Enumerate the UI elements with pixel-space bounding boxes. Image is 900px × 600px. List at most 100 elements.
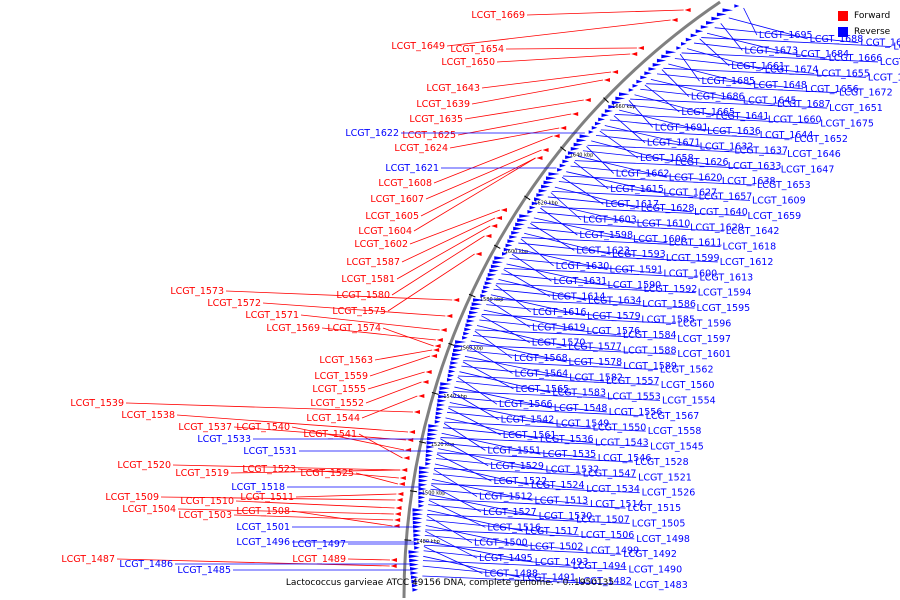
reverse-gene-glyph — [490, 264, 501, 269]
gene-label: LCGT_1607 — [370, 194, 424, 205]
gene-leader-line — [550, 192, 582, 220]
forward-gene-glyph — [413, 410, 420, 414]
reverse-gene-glyph — [640, 75, 648, 80]
reverse-gene-glyph — [408, 554, 420, 558]
gene-leader-line — [365, 381, 422, 404]
gene-leader-line — [431, 483, 640, 494]
gene-leader-line — [663, 67, 866, 78]
gene-leader-line — [566, 171, 662, 194]
reverse-gene-glyph — [588, 130, 594, 134]
reverse-gene-glyph — [604, 109, 613, 113]
gene-label: LCGT_1510 — [180, 496, 234, 507]
gene-label: LCGT_1502 — [530, 542, 584, 553]
gene-leader-line — [463, 360, 658, 371]
gene-label: LCGT_1530 — [539, 511, 593, 522]
reverse-gene-glyph — [418, 470, 430, 475]
reverse-gene-glyph — [608, 105, 617, 109]
gene-leader-line — [488, 299, 531, 328]
forward-swatch — [838, 11, 848, 21]
gene-leader-line — [496, 283, 696, 294]
gene-leader-line — [439, 442, 596, 459]
gene-leader-line — [262, 302, 446, 317]
gene-leader-line — [640, 88, 776, 105]
gene-leader-line — [656, 73, 804, 90]
reverse-gene-glyph — [570, 147, 580, 151]
reverse-gene-glyph — [409, 558, 420, 563]
forward-gene-glyph — [612, 70, 619, 74]
legend-item-reverse: Reverse — [838, 24, 890, 40]
forward-gene-glyph — [500, 208, 507, 212]
gene-leader-line — [457, 376, 498, 405]
gene-label: LCGT_1543 — [595, 438, 649, 449]
gene-leader-line — [599, 130, 639, 159]
gene-leader-line — [600, 129, 793, 140]
gene-label: LCGT_1611 — [669, 238, 723, 249]
gene-label: LCGT_1552 — [310, 398, 364, 409]
gene-label: LCGT_1643 — [426, 83, 480, 94]
gene-label: LCGT_1524 — [531, 480, 585, 491]
gene-label: LCGT_1508 — [236, 506, 290, 517]
gene-leader-line — [321, 327, 436, 341]
gene-leader-line — [451, 396, 607, 413]
reverse-gene-glyph — [464, 327, 472, 332]
gene-label: LCGT_1647 — [781, 165, 835, 176]
gene-leader-line — [430, 488, 589, 505]
reverse-gene-glyph — [690, 33, 698, 38]
gene-label: LCGT_1545 — [650, 442, 704, 453]
gene-leader-line — [436, 453, 492, 482]
reverse-gene-glyph — [425, 462, 431, 466]
reverse-gene-glyph — [676, 46, 682, 50]
gene-label: LCGT_1494 — [573, 561, 627, 572]
gene-leader-line — [422, 565, 577, 582]
reverse-gene-glyph — [453, 348, 463, 353]
forward-gene-glyph — [496, 216, 503, 220]
gene-leader-line — [428, 499, 486, 528]
gene-leader-line — [452, 392, 499, 420]
gene-label: LCGT_1633 — [728, 161, 782, 172]
reverse-gene-glyph — [418, 491, 426, 496]
gene-label: LCGT_1486 — [119, 559, 173, 570]
gene-leader-line — [587, 144, 786, 155]
gene-label: LCGT_1685 — [701, 76, 755, 87]
gene-label: LCGT_1482 — [578, 576, 632, 587]
forward-gene-glyph — [637, 46, 644, 50]
gene-label: LCGT_1574 — [327, 323, 381, 334]
gene-leader-line — [441, 432, 541, 455]
gene-label: LCGT_1506 — [581, 530, 635, 541]
tick-mark — [404, 539, 412, 541]
gene-label: LCGT_1501 — [236, 522, 290, 533]
gene-label: LCGT_1640 — [694, 207, 748, 218]
tick-label: 1620 kbp — [534, 201, 558, 207]
gene-leader-line — [456, 381, 606, 397]
gene-label: LCGT_1603 — [583, 215, 637, 226]
reverse-gene-glyph — [492, 260, 503, 265]
gene-label: LCGT_1686 — [691, 92, 745, 103]
gene-leader-line — [686, 48, 763, 71]
gene-label: LCGT_1568 — [514, 353, 568, 364]
reverse-gene-glyph — [644, 71, 652, 75]
reverse-gene-glyph — [435, 415, 442, 420]
gene-label: LCGT_1505 — [632, 518, 686, 529]
gene-label: LCGT_1534 — [586, 484, 640, 495]
gene-label: LCGT_1531 — [243, 446, 297, 457]
gene-label: LCGT_1582 — [569, 372, 623, 383]
reverse-gene-glyph — [695, 29, 704, 33]
reverse-gene-glyph — [557, 168, 563, 172]
tick-mark — [431, 391, 439, 395]
gene-leader-line — [391, 235, 485, 296]
gene-leader-line — [409, 209, 501, 245]
reverse-gene-glyph — [548, 172, 560, 176]
gene-label: LCGT_1493 — [535, 557, 589, 568]
forward-gene-glyph — [542, 148, 549, 152]
gene-leader-line — [461, 365, 605, 382]
gene-label: LCGT_1497 — [292, 539, 346, 550]
gene-leader-line — [488, 298, 695, 309]
reverse-gene-glyph — [412, 525, 422, 529]
reverse-gene-glyph — [517, 218, 528, 222]
gene-leader-line — [432, 478, 533, 501]
gene-label: LCGT_1561 — [503, 430, 557, 441]
gene-label: LCGT_1512 — [479, 492, 533, 503]
gene-label: LCGT_1483 — [634, 580, 688, 591]
gene-label: LCGT_1614 — [552, 292, 606, 303]
gene-label: LCGT_1598 — [579, 230, 633, 241]
